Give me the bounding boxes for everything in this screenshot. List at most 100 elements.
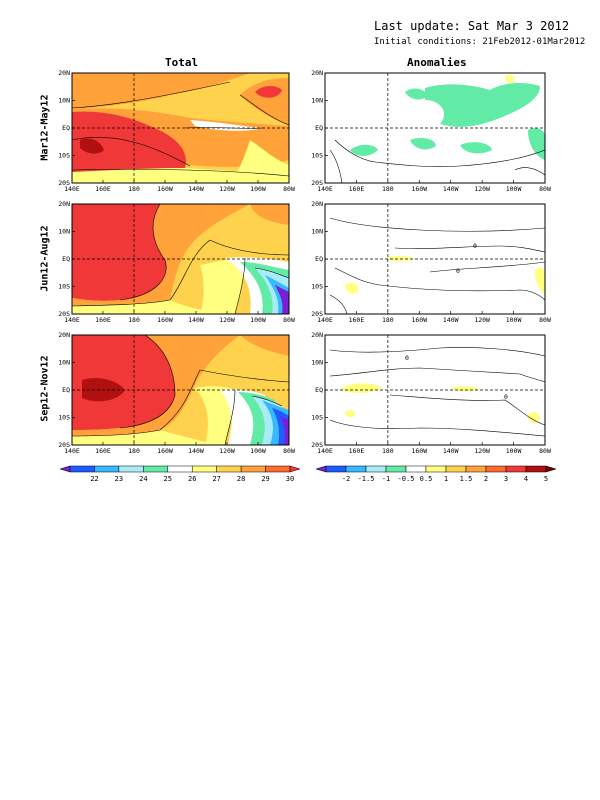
x-tick-label: 80W [539, 185, 551, 193]
x-tick-label: 140W [443, 316, 459, 324]
y-tick-label: 10S [311, 152, 323, 160]
colorbar-label: -2 [342, 475, 350, 483]
y-tick-label: 10N [58, 228, 70, 236]
x-tick-label: 160E [95, 316, 111, 324]
x-tick-label: 140W [443, 185, 459, 193]
y-tick-label: 20S [311, 310, 323, 318]
x-tick-label: 160E [349, 185, 365, 193]
colorbar-label: 2 [484, 475, 488, 483]
y-tick-label: 20S [58, 179, 70, 187]
x-tick-label: 140E [64, 316, 80, 324]
colorbar-label: -1 [382, 475, 390, 483]
x-tick-label: 180 [382, 316, 394, 324]
y-tick-label: EQ [315, 124, 323, 132]
x-tick-label: 160W [157, 447, 173, 455]
x-tick-label: 100W [506, 185, 522, 193]
total-column-title: Total [165, 56, 199, 69]
colorbar-label: 3 [504, 475, 508, 483]
contour-label: 0 [405, 354, 409, 362]
colorbar-label: 27 [212, 475, 220, 483]
x-tick-label: 160W [157, 185, 173, 193]
x-tick-label: 100W [506, 316, 522, 324]
colorbar-label: 5 [544, 475, 548, 483]
contour-label: 0 [473, 242, 477, 250]
colorbar-label: 22 [90, 475, 98, 483]
x-tick-label: 180 [128, 185, 140, 193]
colorbar-label: 26 [188, 475, 196, 483]
x-tick-label: 140W [188, 316, 204, 324]
colorbar-label: 0.5 [420, 475, 433, 483]
colorbar-label: 1 [444, 475, 448, 483]
x-tick-label: 140E [317, 447, 333, 455]
x-tick-label: 160W [157, 316, 173, 324]
colorbar-label: -0.5 [398, 475, 415, 483]
x-tick-label: 120W [219, 316, 235, 324]
y-tick-label: EQ [315, 255, 323, 263]
x-tick-label: 160W [411, 316, 427, 324]
y-tick-label: 10N [311, 228, 323, 236]
x-tick-label: 140W [443, 447, 459, 455]
colorbar-label: 28 [237, 475, 245, 483]
x-tick-label: 80W [283, 185, 295, 193]
y-tick-label: 20N [58, 331, 70, 339]
x-tick-label: 80W [283, 316, 295, 324]
colorbar-label: 24 [139, 475, 147, 483]
y-tick-label: 20N [58, 69, 70, 77]
x-tick-label: 120W [219, 185, 235, 193]
x-tick-label: 180 [128, 447, 140, 455]
x-tick-label: 120W [219, 447, 235, 455]
x-tick-label: 120W [474, 316, 490, 324]
colorbar-label: 1.5 [460, 475, 473, 483]
x-tick-label: 160E [349, 447, 365, 455]
y-tick-label: 20N [311, 331, 323, 339]
total-colorbar: 22 23 24 25 26 27 28 29 30 [59, 465, 301, 483]
x-tick-label: 140E [317, 185, 333, 193]
x-tick-label: 140E [64, 447, 80, 455]
y-tick-label: 20S [311, 441, 323, 449]
x-tick-label: 100W [250, 185, 266, 193]
y-tick-label: 10N [58, 359, 70, 367]
colorbar-label: 23 [115, 475, 123, 483]
y-tick-label: 20S [311, 179, 323, 187]
y-tick-label: EQ [62, 124, 70, 132]
total-map-mam [72, 73, 289, 183]
y-tick-label: 20N [58, 200, 70, 208]
y-tick-label: 10S [58, 414, 70, 422]
x-tick-label: 160W [411, 185, 427, 193]
colorbar-label: 29 [261, 475, 269, 483]
x-tick-label: 180 [382, 447, 394, 455]
colorbar-label: 4 [524, 475, 528, 483]
x-tick-label: 100W [250, 447, 266, 455]
x-tick-label: 80W [283, 447, 295, 455]
contour-label: 0 [456, 267, 460, 275]
y-tick-label: EQ [62, 386, 70, 394]
anomalies-column-title: Anomalies [407, 56, 467, 69]
x-tick-label: 180 [382, 185, 394, 193]
y-tick-label: EQ [315, 386, 323, 394]
anomaly-colorbar: -2 -1.5 -1 -0.5 0.5 1 1.5 2 3 4 5 [315, 465, 557, 483]
y-tick-label: 20N [311, 200, 323, 208]
x-tick-label: 140E [317, 316, 333, 324]
x-tick-label: 100W [506, 447, 522, 455]
x-tick-label: 120W [474, 447, 490, 455]
y-tick-label: 10S [311, 414, 323, 422]
contour-label: 0 [504, 393, 508, 401]
y-tick-label: 20N [311, 69, 323, 77]
initial-conditions-text: Initial conditions: 21Feb2012-01Mar2012 [374, 37, 586, 47]
y-tick-label: 10N [58, 97, 70, 105]
x-tick-label: 160E [95, 185, 111, 193]
colorbar-label: 30 [286, 475, 294, 483]
x-tick-label: 160W [411, 447, 427, 455]
colorbar-label: 25 [164, 475, 172, 483]
x-tick-label: 180 [128, 316, 140, 324]
y-tick-label: 20S [58, 310, 70, 318]
y-tick-label: 10S [58, 152, 70, 160]
x-tick-label: 140W [188, 447, 204, 455]
x-tick-label: 140W [188, 185, 204, 193]
last-update-text: Last update: Sat Mar 3 2012 [374, 19, 570, 33]
x-tick-label: 80W [539, 316, 551, 324]
colorbar-label: -1.5 [358, 475, 375, 483]
x-tick-label: 120W [474, 185, 490, 193]
x-tick-label: 100W [250, 316, 266, 324]
